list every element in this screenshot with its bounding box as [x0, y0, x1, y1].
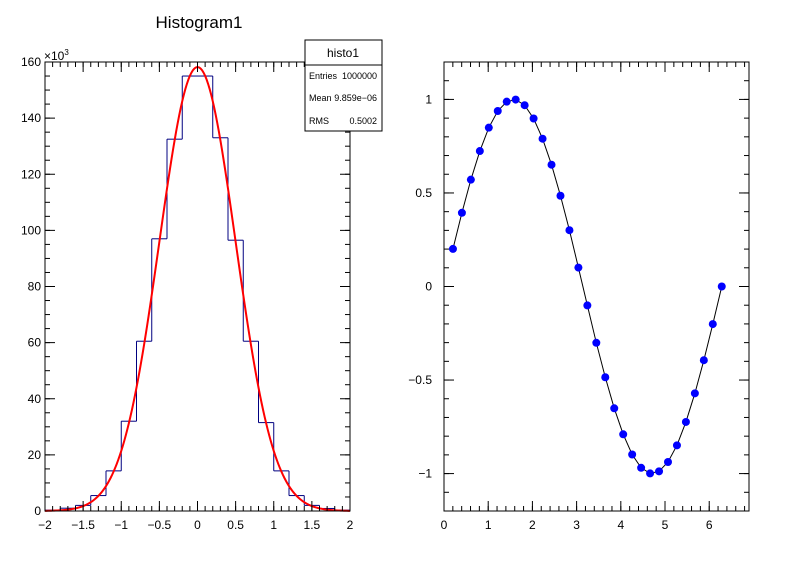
x-tick-label: 1 — [485, 518, 492, 532]
stats-mean-value: 9.859e−06 — [334, 93, 377, 103]
y-tick-label: 100 — [21, 223, 41, 237]
x-tick-label: 0 — [194, 518, 201, 532]
graph-point — [520, 101, 529, 110]
graph-point — [708, 320, 717, 329]
x-tick-label: −0.5 — [148, 518, 172, 532]
y-tick-label: −0.5 — [408, 373, 432, 387]
graph-line — [452, 99, 723, 474]
graph-pad: 0 1 2 3 4 5 6 −1 −0.5 0 0.5 1 — [408, 61, 750, 532]
y-tick-label: 0 — [34, 504, 41, 518]
stats-entries-label: Entries — [309, 71, 338, 81]
graph-point — [538, 134, 547, 143]
graph-point — [681, 417, 690, 426]
x-tick-label: 2 — [347, 518, 354, 532]
x-tick-label: 4 — [617, 518, 624, 532]
graph-point — [663, 457, 672, 466]
histogram-x-axis: −2 −1.5 −1 −0.5 0 0.5 1 1.5 2 — [38, 62, 354, 532]
y-tick-label: 140 — [21, 111, 41, 125]
graph-point — [672, 441, 681, 450]
y-tick-label: 1 — [425, 92, 432, 106]
graph-point — [484, 123, 493, 132]
x-tick-label: −2 — [38, 518, 52, 532]
y-tick-label: −1 — [418, 467, 432, 481]
graph-point — [502, 97, 511, 106]
graph-point — [511, 95, 520, 104]
histogram-pad: Histogram1 −2 −1.5 −1 −0.5 0 0.5 1 1.5 2 0 20 40 60… — [21, 13, 383, 532]
histogram-bars — [44, 75, 351, 511]
stats-box-frame — [304, 39, 383, 132]
y-tick-label: 120 — [21, 167, 41, 181]
graph-point — [592, 338, 601, 347]
graph-point — [601, 373, 610, 382]
graph-markers — [448, 95, 726, 478]
graph-point — [637, 463, 646, 472]
graph-point — [699, 356, 708, 365]
graph-point — [493, 107, 502, 116]
y-tick-label: 0.5 — [415, 186, 432, 200]
y-tick-label: 80 — [28, 280, 42, 294]
x-tick-label: 0 — [441, 518, 448, 532]
x-tick-label: 1 — [270, 518, 277, 532]
graph-point — [717, 282, 726, 291]
y-tick-label: 160 — [21, 55, 41, 69]
x-tick-label: 0.5 — [227, 518, 244, 532]
x-tick-label: −1.5 — [71, 518, 95, 532]
graph-point — [448, 244, 457, 253]
graph-point — [628, 450, 637, 459]
graph-y-axis: −1 −0.5 0 0.5 1 — [408, 61, 749, 512]
x-tick-label: 5 — [662, 518, 669, 532]
stats-box-name: histo1 — [327, 46, 359, 60]
graph-point — [529, 114, 538, 123]
y-tick-label: 20 — [28, 448, 42, 462]
graph-point — [610, 404, 619, 413]
graph-point — [556, 191, 565, 200]
x-tick-label: 1.5 — [304, 518, 321, 532]
x-tick-label: 6 — [706, 518, 713, 532]
graph-point — [466, 175, 475, 184]
x-tick-label: 3 — [573, 518, 580, 532]
histogram-y-axis: 0 20 40 60 80 100 120 140 160 — [21, 55, 350, 518]
graph-point — [547, 160, 556, 169]
stats-entries-value: 1000000 — [342, 71, 377, 81]
histogram-title: Histogram1 — [156, 13, 243, 32]
graph-point — [619, 430, 628, 439]
stats-rms-label: RMS — [309, 116, 329, 126]
x-tick-label: −1 — [114, 518, 128, 532]
stats-rms-value: 0.5002 — [349, 116, 377, 126]
histogram-frame — [44, 61, 351, 512]
y-exponent-label: ×103 — [44, 48, 69, 63]
graph-point — [475, 147, 484, 156]
y-exponent-power: 3 — [64, 48, 69, 57]
x-tick-label: 2 — [529, 518, 536, 532]
y-exponent-base: ×10 — [44, 49, 65, 63]
stats-box: histo1 Entries 1000000 Mean 9.859e−06 RM… — [304, 39, 383, 132]
histogram-fit-curve — [44, 66, 351, 512]
y-tick-label: 40 — [28, 392, 42, 406]
graph-x-axis: 0 1 2 3 4 5 6 — [441, 62, 746, 532]
graph-point — [690, 389, 699, 398]
y-tick-label: 60 — [28, 336, 42, 350]
graph-point — [583, 301, 592, 310]
graph-point — [565, 226, 574, 235]
graph-point — [646, 469, 655, 478]
graph-point — [457, 208, 466, 217]
graph-point — [655, 467, 664, 476]
y-tick-label: 0 — [425, 280, 432, 294]
graph-point — [574, 263, 583, 272]
stats-mean-label: Mean — [309, 93, 332, 103]
